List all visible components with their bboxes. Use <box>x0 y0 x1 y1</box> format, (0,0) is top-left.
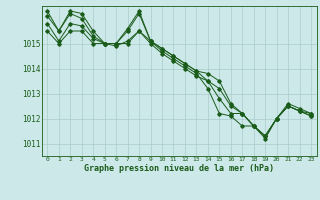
X-axis label: Graphe pression niveau de la mer (hPa): Graphe pression niveau de la mer (hPa) <box>84 164 274 173</box>
